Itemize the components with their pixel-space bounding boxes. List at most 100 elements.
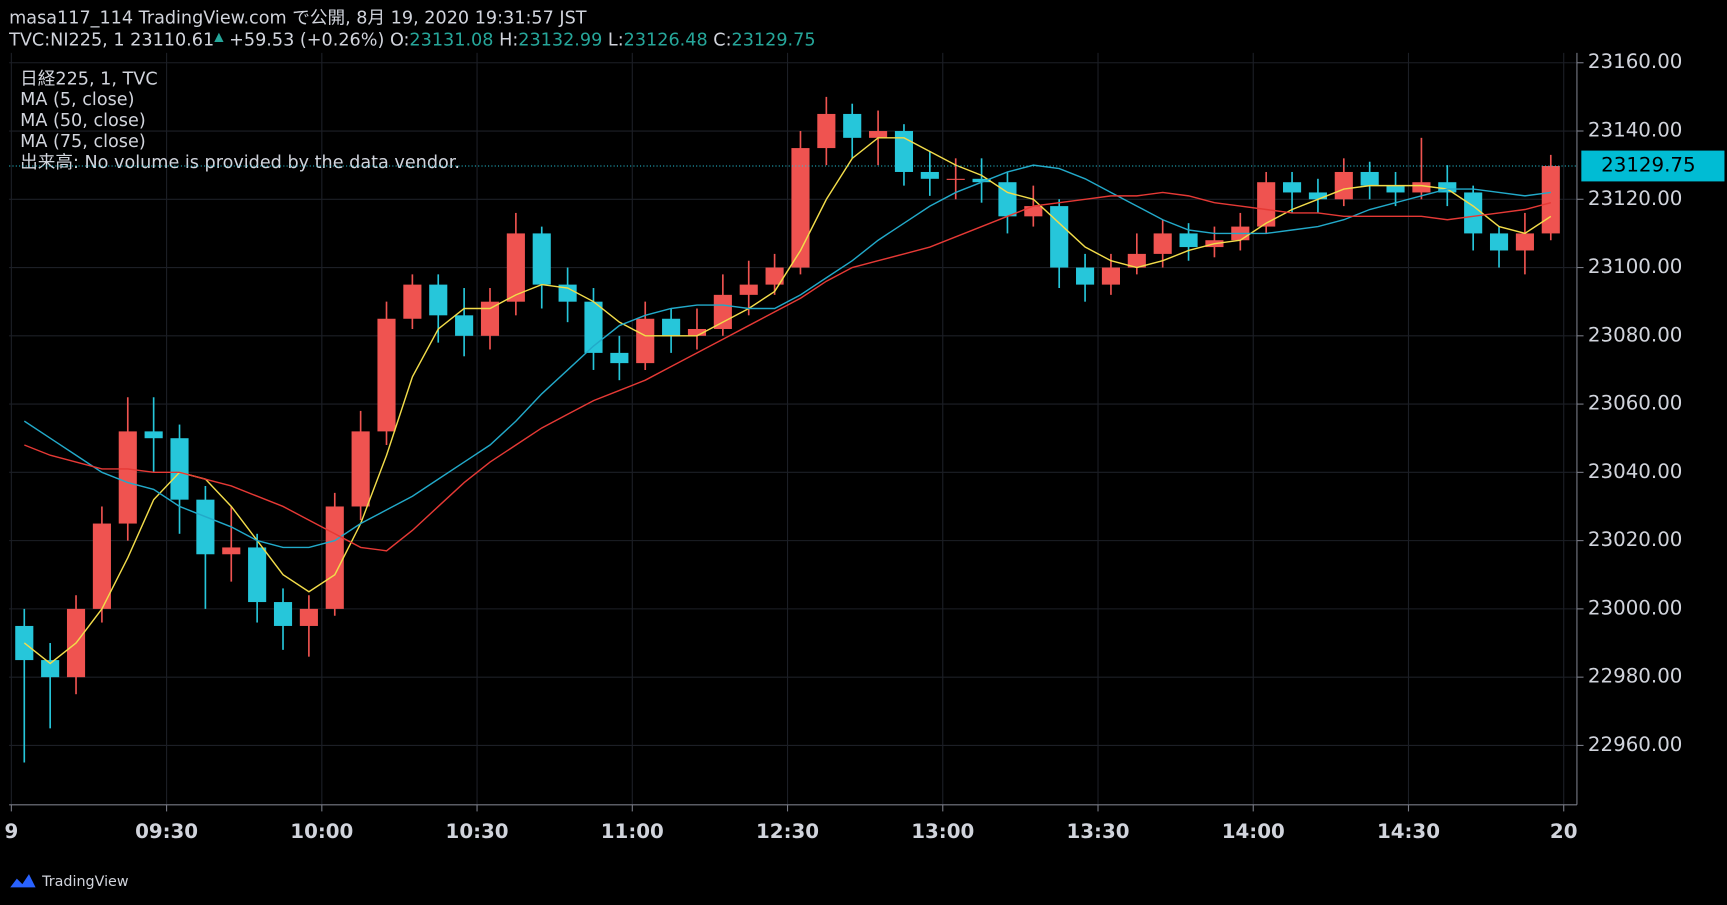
symbol: TVC:NI225, 1 bbox=[8, 31, 124, 51]
candle-body bbox=[377, 318, 396, 432]
candle-body bbox=[584, 301, 603, 353]
candle-body bbox=[1282, 182, 1302, 193]
x-tick-label: 14:00 bbox=[1222, 820, 1285, 843]
candle-body bbox=[1412, 182, 1431, 193]
candle-body bbox=[325, 506, 344, 609]
ma-line bbox=[23, 164, 1551, 549]
candle-body bbox=[1257, 182, 1276, 227]
candle-body bbox=[403, 284, 422, 319]
candle-body bbox=[455, 315, 474, 336]
grid bbox=[9, 52, 1577, 805]
candle-body bbox=[1153, 233, 1172, 254]
marks bbox=[15, 96, 1560, 763]
y-tick-label: 23120.00 bbox=[1588, 187, 1682, 210]
x-tick-label: 09:30 bbox=[135, 820, 198, 843]
candle-body bbox=[1386, 185, 1405, 193]
candle-body bbox=[687, 328, 707, 336]
ohlc-value: 23131.08 bbox=[409, 31, 493, 51]
y-tick-label: 23140.00 bbox=[1588, 119, 1682, 142]
candle-body bbox=[506, 233, 525, 302]
y-tick-label: 22960.00 bbox=[1588, 733, 1682, 756]
candle-body bbox=[1127, 253, 1146, 268]
candle-body bbox=[843, 113, 862, 138]
change: +59.53 (+0.26%) bbox=[229, 31, 384, 51]
x-tick-label: 12:30 bbox=[756, 820, 819, 843]
candle-body bbox=[817, 113, 836, 149]
candle-body bbox=[1360, 171, 1379, 186]
candle-body bbox=[662, 318, 681, 336]
candle-body bbox=[429, 284, 448, 316]
legend-title: 日経225, 1, TVC bbox=[20, 69, 158, 89]
ma-line bbox=[23, 137, 1552, 665]
last-price: 23110.61 bbox=[130, 31, 214, 51]
x-tick-label: 20 bbox=[1550, 820, 1578, 843]
candle-body bbox=[222, 547, 241, 555]
ohlc-label: L: bbox=[608, 31, 624, 51]
candle-body bbox=[636, 318, 655, 364]
x-tick-label: 10:30 bbox=[446, 820, 509, 843]
ohlc-value: 23132.99 bbox=[518, 31, 602, 51]
y-tick-label: 23080.00 bbox=[1588, 323, 1682, 346]
candle-body bbox=[791, 148, 810, 268]
price-label: 23129.75 bbox=[1601, 153, 1695, 176]
y-tick-label: 22980.00 bbox=[1588, 665, 1682, 688]
candle-body bbox=[1438, 182, 1457, 193]
legend-entry: MA (5, close) bbox=[20, 90, 134, 110]
y-tick-label: 23160.00 bbox=[1588, 50, 1682, 73]
candle-body bbox=[92, 523, 111, 609]
x-tick-label: 13:30 bbox=[1066, 820, 1129, 843]
ohlc-value: 23126.48 bbox=[624, 31, 708, 51]
candle-body bbox=[739, 284, 758, 295]
candle-body bbox=[1308, 192, 1327, 200]
legend-entry: MA (50, close) bbox=[20, 111, 146, 131]
y-tick-label: 23000.00 bbox=[1588, 596, 1682, 619]
ohlc-label: O: bbox=[390, 31, 409, 51]
candle-body bbox=[144, 431, 163, 439]
candle-body bbox=[532, 233, 551, 285]
ohlc-header: TVC:NI225, 1 23110.61▲ +59.53 (+0.26%) O… bbox=[8, 26, 815, 50]
candle-body bbox=[299, 608, 318, 626]
x-tick-label: 11:00 bbox=[601, 820, 664, 843]
candle-body bbox=[118, 431, 137, 524]
candle-body bbox=[1464, 192, 1483, 234]
ohlc-label: H: bbox=[499, 31, 518, 51]
change-arrow: ▲ bbox=[214, 29, 224, 43]
ohlc-value: 23129.75 bbox=[732, 31, 816, 51]
candle-body bbox=[196, 499, 215, 555]
candle-body bbox=[946, 178, 965, 180]
candle-body bbox=[41, 660, 60, 678]
ma-line bbox=[24, 191, 1552, 552]
candle-body bbox=[1179, 233, 1198, 248]
legend-entry: MA (75, close) bbox=[20, 132, 146, 152]
x-tick-label: 13:00 bbox=[911, 820, 974, 843]
y-tick-label: 23100.00 bbox=[1588, 255, 1682, 278]
candle-body bbox=[351, 431, 370, 507]
price-label-box bbox=[1581, 150, 1725, 182]
candle-body bbox=[480, 301, 500, 336]
candle-body bbox=[273, 602, 293, 626]
volume-note: 出来高: No volume is provided by the data v… bbox=[20, 153, 460, 173]
candle-body bbox=[1101, 267, 1120, 285]
candle-body bbox=[1515, 233, 1534, 251]
ohlc-label: C: bbox=[713, 31, 731, 51]
candle-body bbox=[1334, 171, 1353, 200]
y-tick-label: 23060.00 bbox=[1588, 392, 1682, 415]
candle-body bbox=[1076, 267, 1095, 285]
candle-body bbox=[998, 182, 1017, 217]
watermark: TradingView bbox=[41, 874, 129, 890]
candle-body bbox=[972, 178, 991, 183]
candle-body bbox=[713, 294, 732, 329]
x-tick-label: 14:30 bbox=[1377, 820, 1440, 843]
candle-body bbox=[1489, 233, 1509, 251]
logo-icon bbox=[10, 874, 36, 888]
y-tick-label: 23040.00 bbox=[1588, 460, 1682, 483]
x-tick-label: 9 bbox=[4, 820, 18, 843]
candle-body bbox=[1541, 165, 1560, 234]
candle-body bbox=[15, 625, 34, 661]
candle-body bbox=[1050, 206, 1069, 268]
candle-body bbox=[558, 284, 577, 302]
candle-body bbox=[170, 438, 189, 500]
